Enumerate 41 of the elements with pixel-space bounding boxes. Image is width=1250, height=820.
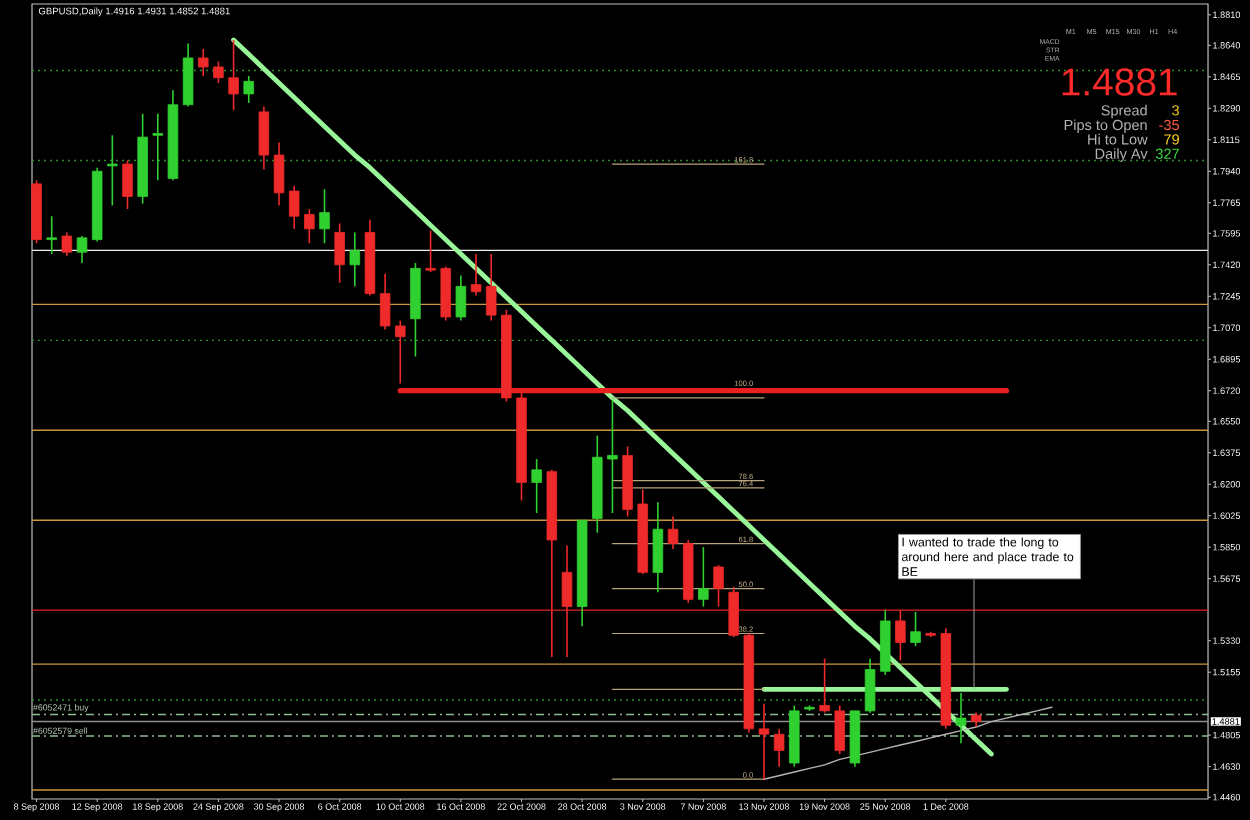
candlestick bbox=[61, 231, 73, 257]
candlestick bbox=[955, 692, 967, 745]
candlestick bbox=[773, 728, 785, 768]
candlestick bbox=[819, 657, 830, 714]
candlestick bbox=[698, 546, 709, 608]
candlestick bbox=[895, 609, 906, 662]
candlestick bbox=[273, 141, 285, 207]
candlestick bbox=[864, 657, 876, 714]
candlestick bbox=[258, 105, 270, 171]
candlestick bbox=[485, 253, 497, 322]
candlestick bbox=[304, 208, 315, 245]
candlestick bbox=[122, 159, 133, 210]
candlestick bbox=[425, 229, 436, 273]
candlestick bbox=[288, 184, 300, 230]
candlestick bbox=[349, 231, 361, 288]
candlestick bbox=[198, 48, 209, 77]
candlestick bbox=[243, 75, 254, 104]
candlestick bbox=[334, 222, 345, 284]
candlestick bbox=[607, 398, 618, 514]
candlestick bbox=[228, 39, 239, 111]
candlestick bbox=[319, 188, 330, 245]
candlestick bbox=[667, 515, 679, 550]
candlestick bbox=[713, 564, 724, 608]
candlestick bbox=[834, 704, 846, 755]
candlestick bbox=[379, 272, 391, 331]
candlestick bbox=[561, 544, 573, 658]
candlestick bbox=[152, 112, 164, 182]
candlestick bbox=[910, 611, 921, 647]
candlestick bbox=[470, 253, 482, 297]
candlestick bbox=[652, 501, 664, 593]
candlestick bbox=[531, 458, 542, 514]
candlestick bbox=[46, 215, 57, 255]
candlestick bbox=[455, 274, 467, 322]
candlestick bbox=[213, 60, 224, 84]
candlestick bbox=[758, 702, 770, 781]
candlestick bbox=[107, 134, 118, 207]
annotation: 1.4881 bbox=[1062, 68, 1177, 96]
candlestick bbox=[395, 319, 406, 385]
candlestick bbox=[76, 235, 88, 264]
candlestick bbox=[182, 42, 194, 108]
candlestick bbox=[728, 585, 739, 638]
